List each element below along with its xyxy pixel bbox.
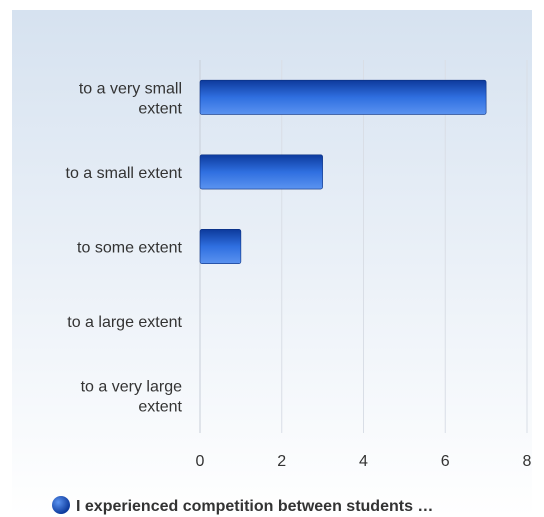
bar-1 [199,154,323,190]
category-label: to a small extent [66,165,183,182]
x-tick-label: 4 [359,453,368,470]
category-label: to a very small extent [79,80,183,117]
x-tick-labels: 0 2 4 6 8 [196,453,532,470]
bar-2 [199,229,242,264]
bars [199,79,487,264]
legend-marker-icon [52,496,70,514]
category-labels: to a very small extent to a small extent to… [66,80,183,415]
x-tick-label: 0 [196,453,205,470]
bar-0 [199,79,487,115]
legend-label: I experienced competition between studen… [76,498,433,515]
legend: I experienced competition between studen… [52,496,433,515]
category-label: to a large extent [67,314,182,331]
x-tick-label: 8 [523,453,532,470]
category-label: to some extent [77,240,183,257]
x-tick-label: 2 [277,453,286,470]
x-tick-label: 6 [441,453,450,470]
category-label: to a very large extent [81,379,183,416]
